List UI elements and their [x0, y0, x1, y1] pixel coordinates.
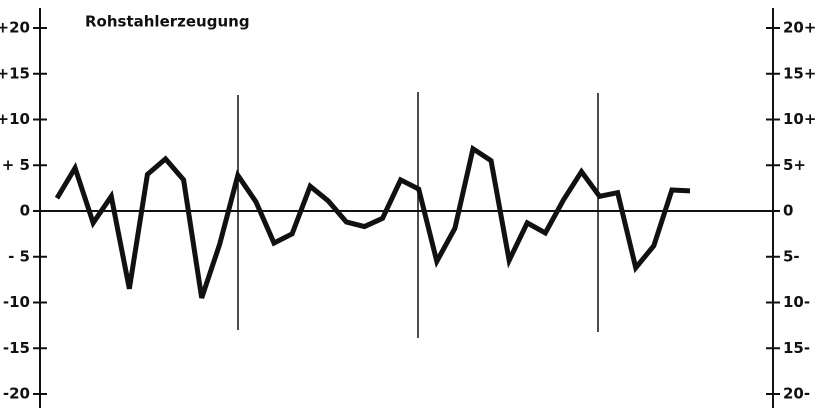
y-tick-label: -20 [3, 385, 30, 403]
y2-tick-label: 20- [783, 385, 810, 403]
y2-tick-label: 10+ [783, 110, 816, 128]
data-line [54, 144, 691, 299]
y-tick-label: - 5 [8, 247, 30, 265]
y-tick-label: 0 [20, 202, 30, 220]
y2-tick-label: 10- [783, 293, 810, 311]
y-tick-label: + 5 [2, 156, 30, 174]
y2-tick-label: 20+ [783, 19, 816, 37]
chart-title: Rohstahlerzeugung [85, 13, 250, 31]
y-tick-label: +10 [0, 110, 30, 128]
y2-tick-label: 15- [783, 339, 810, 357]
y2-tick-label: 5+ [783, 156, 806, 174]
y-tick-label: -15 [3, 339, 30, 357]
y-tick-label: +15 [0, 64, 30, 82]
y2-tick-label: 15+ [783, 64, 816, 82]
y-tick-label: +20 [0, 19, 30, 37]
y-tick-label: -10 [3, 293, 30, 311]
y2-tick-label: 0 [783, 202, 793, 220]
y2-tick-label: 5- [783, 247, 800, 265]
